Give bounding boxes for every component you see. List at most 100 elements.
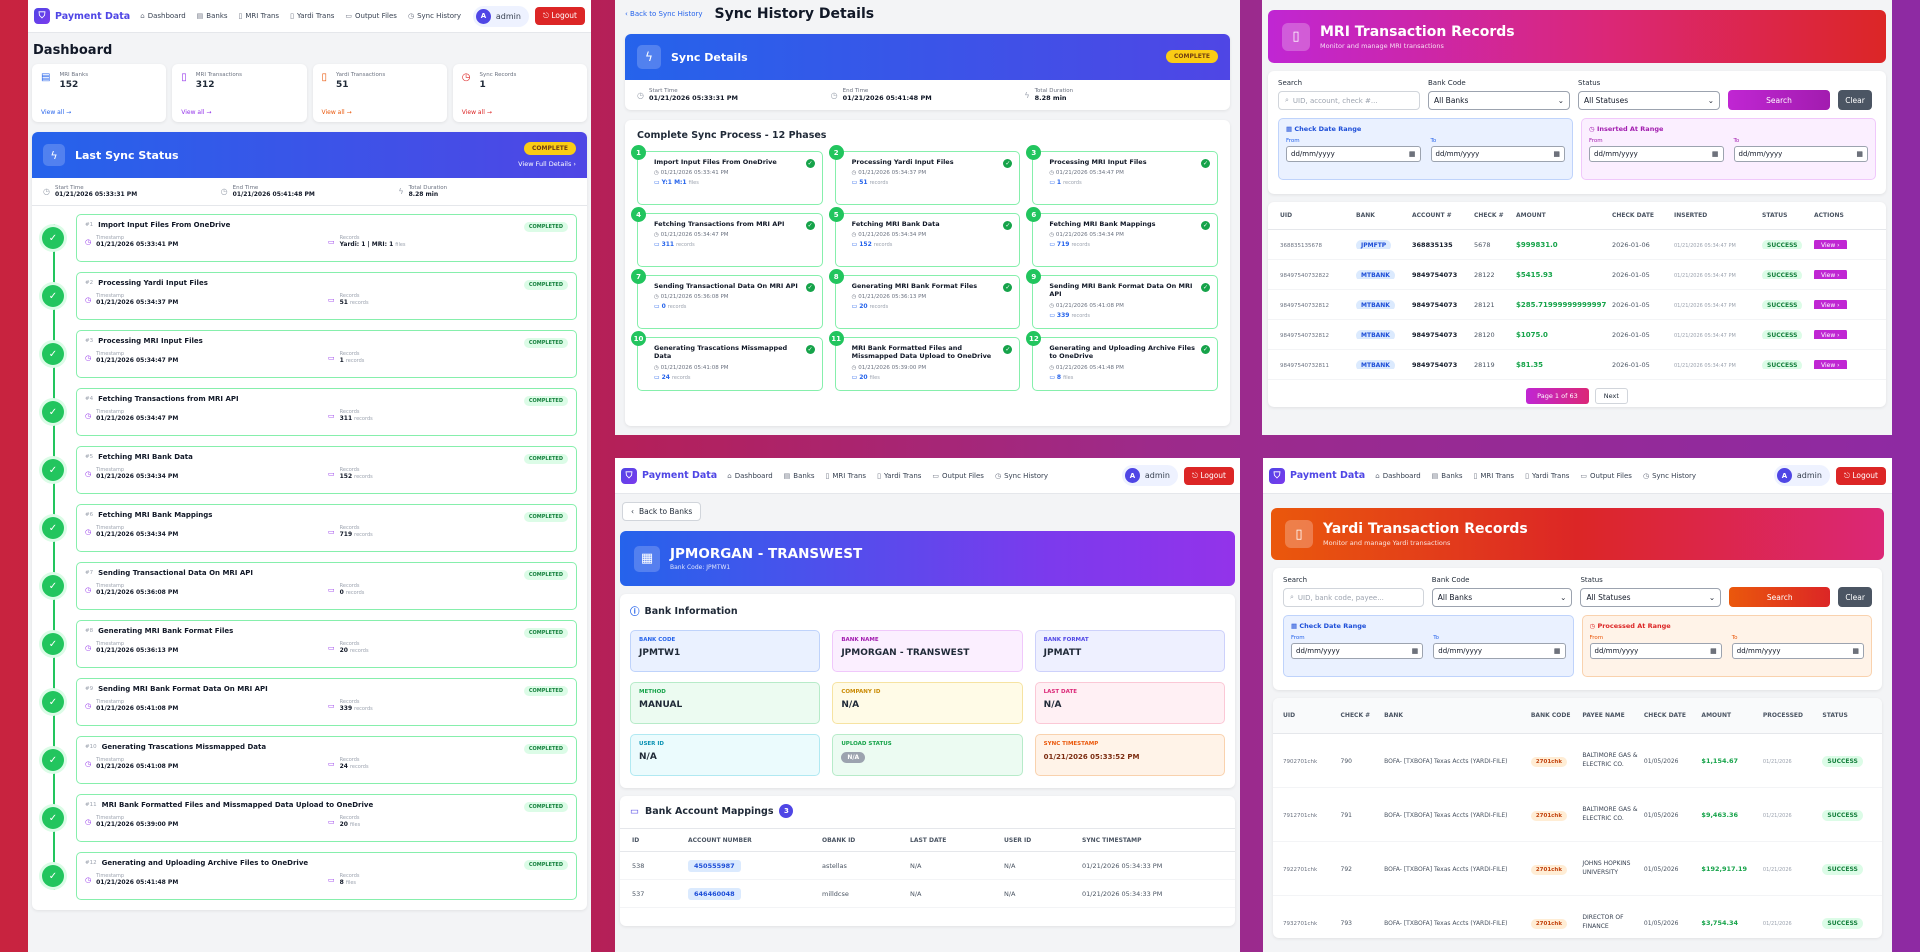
column-header[interactable]: ID [632,836,640,844]
stat-card-mri-banks[interactable]: ▤ MRI Banks 152 View all → [32,64,167,122]
nav-sync-history[interactable]: ◷ Sync History [1643,472,1696,480]
phase-card[interactable]: 4 ✓ Fetching Transactions from MRI API ◷ 01… [631,207,823,267]
nav-output-files[interactable]: ▭ Output Files [345,12,397,20]
column-header[interactable]: UID [1280,212,1293,219]
table-row[interactable]: 7912701chk 791 BOFA- [TXBOFA] Texas Accts … [1273,788,1882,842]
table-row[interactable]: 7902701chk 790 BOFA- [TXBOFA] Texas Accts … [1273,734,1882,788]
search-input[interactable]: ⌕ UID, bank code, payee... [1283,588,1424,607]
column-header[interactable]: STATUS [1822,711,1848,719]
search-input[interactable]: ⌕ UID, account, check #... [1278,91,1420,110]
phase-card[interactable]: 5 ✓ Fetching MRI Bank Data ◷ 01/21/2026 05:… [828,207,1021,267]
nav-sync-history[interactable]: ◷ Sync History [408,12,461,20]
table-row[interactable]: 98497540732822 MTBANK 9849754073 28122 $5415… [1268,260,1886,290]
view-all-link[interactable]: View all → [181,109,212,116]
nav-mri-trans[interactable]: ▯ MRI Trans [1474,472,1515,480]
phase-card[interactable]: #7 Sending Transactional Data On MRI API C… [76,562,577,610]
view-button[interactable]: View › [1814,330,1847,339]
nav-dashboard[interactable]: ⌂ Dashboard [1375,472,1420,480]
column-header[interactable]: CHECK DATE [1612,212,1655,219]
view-button[interactable]: View › [1814,270,1847,279]
check-date-to[interactable]: dd/mm/yyyy ▦ [1430,146,1565,162]
nav-banks[interactable]: ▤ Banks [1432,472,1463,480]
phase-card[interactable]: 11 ✓ MRI Bank Formatted Files and Missmapp… [828,331,1021,391]
stat-card-yardi-transactions[interactable]: ▯ Yardi Transactions 51 View all → [312,64,447,122]
column-header[interactable]: BANK CODE [1530,711,1571,719]
phase-card[interactable]: #3 Processing MRI Input Files COMPLETED ◷ Ti… [76,330,577,378]
view-button[interactable]: View › [1814,240,1847,249]
phase-card[interactable]: 3 ✓ Processing MRI Input Files ◷ 01/21/2026… [1026,145,1218,205]
view-all-link[interactable]: View all → [41,109,72,116]
column-header[interactable]: CHECK # [1340,711,1371,719]
table-row[interactable]: 98497540732811 MTBANK 9849754073 28119 $81.3… [1268,350,1886,380]
phase-card[interactable]: #9 Sending MRI Bank Format Data On MRI AP… [76,678,577,726]
column-header[interactable]: BANK [1384,711,1404,719]
column-header[interactable]: ACCOUNT NUMBER [688,836,752,844]
next-page-button[interactable]: Next [1594,388,1628,404]
column-header[interactable]: PROCESSED [1762,711,1803,719]
search-button[interactable]: Search [1729,587,1831,607]
logout-button[interactable]: ⎋ Logout [534,7,585,25]
column-header[interactable]: SYNC TIMESTAMP [1082,836,1142,844]
phase-card[interactable]: 8 ✓ Generating MRI Bank Format Files ◷ 01/2… [828,269,1021,329]
table-row[interactable]: 7922701chk 792 BOFA- [TXBOFA] Texas Accts … [1273,842,1882,896]
nav-mri-trans[interactable]: ▯ MRI Trans [239,12,280,20]
column-header[interactable]: BANK [1356,212,1375,219]
table-row[interactable]: 98497540732812 MTBANK 9849754073 28120 $1075… [1268,320,1886,350]
search-button[interactable]: Search [1728,90,1830,110]
status-select[interactable]: All Statuses ⌄ [1578,91,1720,110]
phase-card[interactable]: #2 Processing Yardi Input Files COMPLETED ◷… [76,272,577,320]
phase-card[interactable]: #6 Fetching MRI Bank Mappings COMPLETED ◷ Ti… [76,504,577,552]
nav-banks[interactable]: ▤ Banks [197,12,228,20]
phase-card[interactable]: 2 ✓ Processing Yardi Input Files ◷ 01/21/20… [828,145,1021,205]
column-header[interactable]: LAST DATE [910,836,947,844]
phase-card[interactable]: 12 ✓ Generating and Uploading Archive File… [1026,331,1218,391]
status-select[interactable]: All Statuses ⌄ [1580,588,1722,607]
column-header[interactable]: INSERTED [1674,212,1708,219]
phase-card[interactable]: #10 Generating Trascations Missmapped Dat… [76,736,577,784]
brand[interactable]: ⛉ Payment Data [1269,467,1365,484]
column-header[interactable]: ACCOUNT # [1412,212,1452,219]
view-full-details-link[interactable]: View Full Details › [518,160,576,168]
table-row[interactable]: 537 646460048 milldcse N/A N/A 01/21/2026 05:… [620,880,1235,908]
phase-card[interactable]: 10 ✓ Generating Trascations Missmapped Dat… [631,331,823,391]
phase-card[interactable]: #8 Generating MRI Bank Format Files COMPLE… [76,620,577,668]
column-header[interactable]: AMOUNT [1516,212,1546,219]
column-header[interactable]: CHECK DATE [1643,711,1686,719]
nav-yardi-trans[interactable]: ▯ Yardi Trans [290,12,334,20]
column-header[interactable]: ACTIONS [1814,212,1844,219]
phase-card[interactable]: 7 ✓ Sending Transactional Data On MRI API ◷… [631,269,823,329]
nav-dashboard[interactable]: ⌂ Dashboard [727,472,772,480]
bank-code-select[interactable]: All Banks ⌄ [1431,588,1573,607]
nav-yardi-trans[interactable]: ▯ Yardi Trans [877,472,921,480]
nav-mri-trans[interactable]: ▯ MRI Trans [826,472,867,480]
back-to-sync-history-link[interactable]: ‹ Back to Sync History [625,10,703,18]
table-row[interactable]: 538 450555987 astellas N/A N/A 01/21/2026 05:… [620,852,1235,880]
nav-output-files[interactable]: ▭ Output Files [1580,472,1632,480]
phase-card[interactable]: #1 Import Input Files From OneDrive COMPLE… [76,214,577,262]
column-header[interactable]: CHECK # [1474,212,1504,219]
brand[interactable]: ⛉ Payment Data [621,467,717,484]
phase-card[interactable]: 6 ✓ Fetching MRI Bank Mappings ◷ 01/21/2026… [1026,207,1218,267]
brand[interactable]: ⛉ Payment Data [34,8,130,24]
bank-code-select[interactable]: All Banks ⌄ [1428,91,1570,110]
stat-card-sync-records[interactable]: ◷ Sync Records 1 View all → [452,64,587,122]
column-header[interactable]: AMOUNT [1701,711,1732,719]
nav-yardi-trans[interactable]: ▯ Yardi Trans [1525,472,1569,480]
processed-to[interactable]: dd/mm/yyyy ▦ [1731,643,1864,659]
back-to-banks-button[interactable]: ‹ Back to Banks [622,502,702,521]
view-all-link[interactable]: View all → [461,109,492,116]
table-row[interactable]: 7932701chk 793 BOFA- [TXBOFA] Texas Accts … [1273,896,1882,938]
phase-card[interactable]: 9 ✓ Sending MRI Bank Format Data On MRI AP… [1026,269,1218,329]
view-button[interactable]: View › [1814,300,1847,309]
inserted-to[interactable]: dd/mm/yyyy ▦ [1733,146,1868,162]
phase-card[interactable]: #5 Fetching MRI Bank Data COMPLETED ◷ Timest… [76,446,577,494]
view-all-link[interactable]: View all → [321,109,352,116]
view-button[interactable]: View › [1814,360,1847,369]
phase-card[interactable]: #12 Generating and Uploading Archive File… [76,852,577,900]
column-header[interactable]: OBANK ID [822,836,856,844]
table-row[interactable]: 98497540732812 MTBANK 9849754073 28121 $285.… [1268,290,1886,320]
table-row[interactable]: 368835135678 JPMFTP 368835135 5678 $999831.0… [1268,230,1886,260]
